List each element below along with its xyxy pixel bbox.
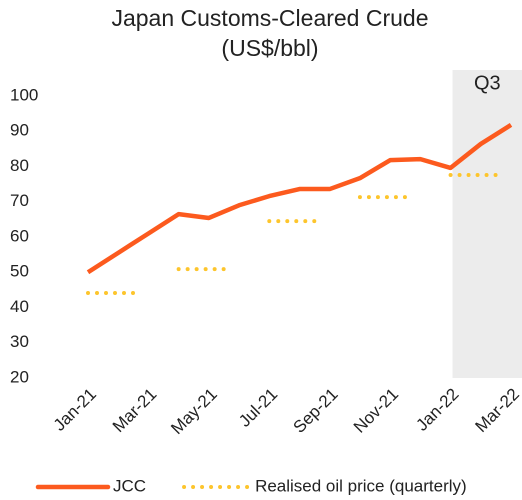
y-tick-label: 100: [10, 85, 38, 104]
y-tick-label: 70: [10, 191, 29, 210]
y-tick-label: 60: [10, 226, 29, 245]
y-tick-label: 90: [10, 121, 29, 140]
legend-label: JCC: [113, 476, 146, 495]
chart-subtitle: (US$/bbl): [221, 35, 318, 61]
y-tick-label: 40: [10, 297, 29, 316]
y-tick-label: 80: [10, 156, 29, 175]
highlight-band: [452, 70, 522, 378]
x-tick-label: Jul-21: [235, 385, 281, 431]
x-tick-label: May-21: [167, 385, 221, 439]
y-tick-label: 30: [10, 332, 29, 351]
x-tick-label: Sep-21: [290, 385, 342, 437]
x-tick-label: Jan-21: [50, 385, 100, 435]
chart-title: Japan Customs-Cleared Crude: [111, 5, 428, 31]
y-tick-label: 20: [10, 367, 29, 386]
x-tick-label: Mar-22: [471, 385, 522, 437]
y-tick-label: 50: [10, 262, 29, 281]
x-tick-label: Jan-22: [412, 385, 462, 435]
x-tick-label: Mar-21: [109, 385, 161, 437]
legend-label: Realised oil price (quarterly): [255, 476, 467, 495]
series-line: [86, 123, 513, 275]
x-tick-label: Nov-21: [350, 385, 402, 437]
highlight-label: Q3: [474, 72, 501, 94]
